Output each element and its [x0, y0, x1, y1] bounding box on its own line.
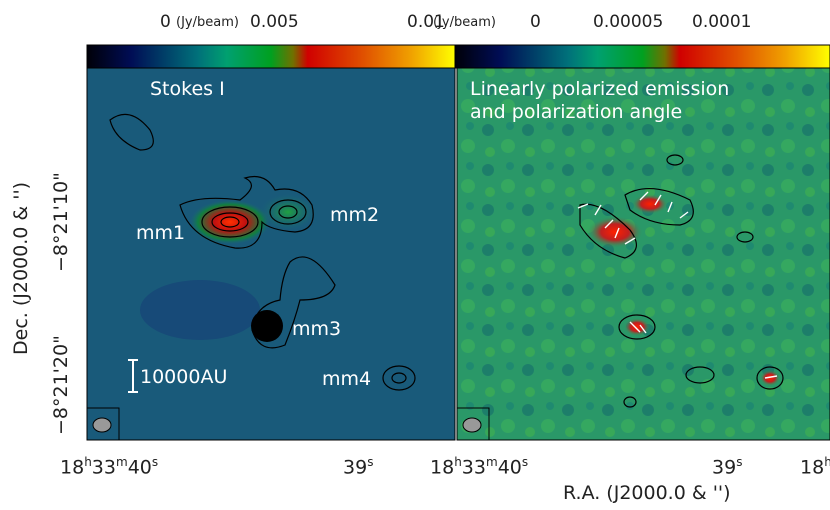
y-axis-label: Dec. (J2000.0 & ''): [10, 181, 32, 355]
colorbar-polarized: [454, 44, 830, 69]
x-tick-left-40s: 18h33m40s: [60, 455, 159, 479]
cb2-zero: 0: [530, 12, 541, 32]
x-tick-right-40s: 18h33m40s: [430, 455, 529, 479]
beam-ellipse: [92, 417, 112, 433]
cb2-unit: (Jy/beam): [433, 15, 496, 30]
cb2-mid: 0.00005: [593, 12, 664, 32]
label-mm1: mm1: [136, 222, 186, 244]
cb1-max: 0.01: [407, 12, 445, 32]
cb2-max: 0.0001: [692, 12, 752, 32]
panel-polarized: [456, 67, 830, 441]
label-mm4: mm4: [322, 368, 372, 390]
cb1-mid: 0.005: [250, 12, 299, 32]
y-tick-20: −8°21'20": [50, 335, 72, 435]
source-mm3-emission: [251, 310, 283, 342]
panel-title-stokes-i: Stokes I: [150, 78, 225, 100]
panel-title-polarized-1: Linearly polarized emission: [470, 78, 730, 100]
panel-title-polarized-2: and polarization angle: [470, 101, 683, 123]
x-tick-right-18h: 18h: [800, 455, 830, 479]
colorbar-stokes-i: [86, 44, 456, 69]
panel-stokes-i: [86, 67, 456, 441]
label-mm2: mm2: [330, 204, 380, 226]
x-axis-label: R.A. (J2000.0 & ''): [563, 482, 731, 504]
polarization-vectors: [577, 191, 778, 379]
x-tick-right-39s: 39s: [712, 455, 743, 479]
y-tick-10: −8°21'10": [50, 172, 72, 272]
label-mm3: mm3: [292, 318, 342, 340]
scale-bar: [128, 359, 138, 393]
x-tick-left-39s: 39s: [343, 455, 374, 479]
polarized-contours: [579, 154, 784, 408]
scale-bar-label: 10000AU: [140, 366, 228, 388]
cb1-unit: (Jy/beam): [176, 15, 239, 30]
cb1-zero: 0: [160, 12, 171, 32]
stokes-i-contours: [109, 113, 416, 391]
